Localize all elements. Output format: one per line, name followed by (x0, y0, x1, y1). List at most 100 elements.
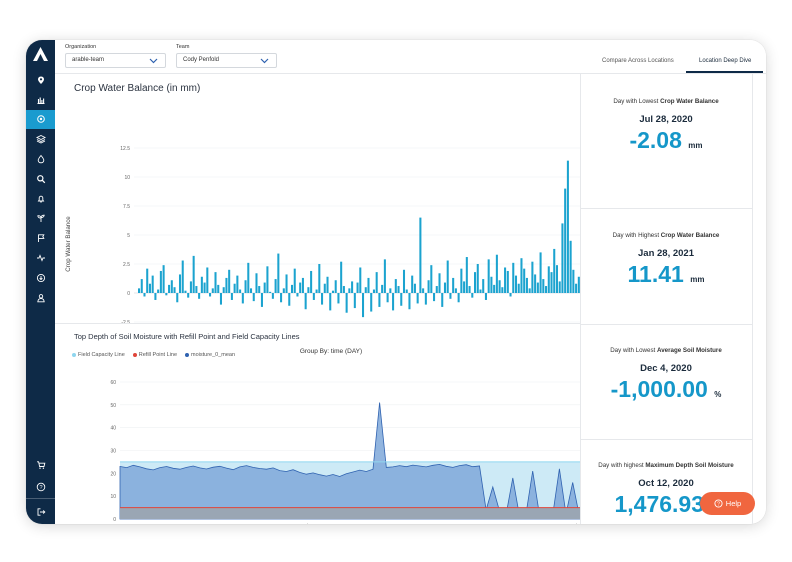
crop-bar (575, 283, 578, 293)
help-circle-icon: ? (36, 482, 45, 492)
sidebar-item-sprout[interactable] (26, 209, 55, 229)
crop-bar (446, 260, 449, 293)
tab-location-deep-dive[interactable]: Location Deep Dive (699, 58, 752, 64)
tab-compare-across-locations[interactable]: Compare Across Locations (602, 58, 674, 64)
crop-bar (465, 257, 468, 293)
crop-bar (419, 217, 422, 293)
crop-bar (386, 293, 389, 303)
crop-bar (299, 282, 302, 293)
soil-x-tick: Sep 13, 2020 (378, 523, 405, 524)
sidebar-item-drop[interactable] (26, 149, 55, 169)
crop-bar (296, 293, 299, 297)
crop-bar (400, 293, 403, 306)
topbar-divider (55, 73, 766, 74)
search-icon (36, 174, 45, 184)
organization-value: arable-team (72, 57, 105, 63)
active-tab-indicator (686, 71, 763, 73)
sidebar-item-logout[interactable] (26, 498, 55, 524)
kpi-unit: mm (690, 275, 705, 284)
crop-bar (239, 289, 242, 293)
crop-bar (452, 277, 455, 293)
crop-bar (498, 280, 501, 293)
download-circle-icon (36, 273, 45, 282)
arable-logo-icon[interactable] (30, 44, 51, 65)
sidebar-item-cart[interactable] (26, 454, 55, 476)
crop-bar (288, 293, 291, 306)
crop-bar (326, 276, 329, 293)
sidebar-item-layers[interactable] (26, 129, 55, 149)
crop-bar (214, 272, 217, 293)
crop-bar (471, 293, 474, 298)
legend-item[interactable]: Field Capacity Line (72, 352, 125, 358)
sidebar-item-target[interactable] (26, 109, 55, 130)
legend-item[interactable]: Refill Point Line (132, 352, 177, 358)
user-icon (36, 293, 45, 302)
bell-icon (37, 195, 44, 203)
activity-icon (36, 254, 45, 262)
crop-bar (370, 293, 373, 312)
crop-bar (443, 282, 446, 293)
crop-bar (203, 282, 206, 293)
soil-moisture-chart[interactable]: 60 50 40 30 20 10 0 Mar 1... May 29, 2020 Apr 26… (55, 374, 607, 524)
kpi-unit: % (714, 390, 722, 399)
kpi-unit: mm (688, 141, 703, 150)
crop-bar (266, 266, 269, 293)
location-pin-icon (37, 76, 44, 84)
crop-bar (534, 274, 537, 293)
help-button[interactable]: ? Help (700, 492, 755, 515)
crop-bar (209, 293, 212, 297)
sidebar-item-bar-chart[interactable] (26, 90, 55, 110)
sidebar-item-bell[interactable] (26, 189, 55, 209)
crop-bar (353, 293, 356, 309)
crop-bar (225, 277, 228, 293)
sidebar-item-activity[interactable] (26, 248, 55, 268)
kpi-column-scrollbar[interactable] (752, 74, 753, 524)
crop-bar (577, 276, 580, 293)
crop-bar (362, 293, 365, 318)
crop-bar (260, 293, 263, 307)
kpi-label: Day with Lowest Average Soil Moisture (610, 347, 722, 354)
crop-bar (427, 280, 430, 293)
crop-bar (140, 279, 143, 293)
kpi-date: Dec 4, 2020 (640, 363, 692, 374)
crop-bar (252, 293, 255, 302)
crop-bar (566, 160, 569, 293)
team-value: Cody Penfold (183, 57, 220, 63)
soil-x-tick: Jan 3, 2021 (534, 523, 558, 524)
sidebar-item-help-circle[interactable]: ? (26, 476, 55, 498)
app-window: ? Organization arable-team Team Cody Pen… (26, 40, 766, 524)
legend-item[interactable]: moisture_0_mean (185, 352, 235, 358)
crop-bar (230, 293, 233, 300)
crop-bar (337, 293, 340, 304)
crop-bar (315, 289, 318, 293)
crop-chart-title: Crop Water Balance (in mm) (74, 83, 201, 94)
crop-bar (250, 288, 253, 293)
organization-label: Organization (65, 44, 97, 50)
crop-bar (460, 268, 463, 293)
crop-y-tick: 7.5 (123, 204, 130, 210)
crop-bar (539, 252, 542, 293)
legend-label: Refill Point Line (138, 352, 177, 358)
crop-bar (392, 293, 395, 311)
sidebar-item-flag[interactable] (26, 228, 55, 248)
help-circle-icon: ? (714, 499, 723, 508)
team-select[interactable]: Cody Penfold (176, 53, 277, 68)
crop-bar (334, 280, 337, 293)
crop-bar (274, 279, 277, 293)
sidebar-item-user[interactable] (26, 288, 55, 308)
kpi-value: -2.08 mm (629, 127, 703, 153)
legend-swatch (185, 353, 189, 357)
crop-bar (277, 253, 280, 293)
sidebar-item-download-circle[interactable] (26, 268, 55, 288)
sidebar-item-search[interactable] (26, 169, 55, 189)
crop-bar (321, 293, 324, 305)
sidebar-item-location-pin[interactable] (26, 70, 55, 90)
organization-select[interactable]: arable-team (65, 53, 166, 68)
crop-bar (151, 275, 154, 293)
crop-bar (449, 293, 452, 299)
crop-bar (351, 281, 354, 293)
kpi-card: Day with Lowest Crop Water Balance Jul 28… (580, 98, 752, 154)
crop-bar (301, 277, 304, 293)
kpi-value: -1,000.00 % (610, 376, 722, 402)
